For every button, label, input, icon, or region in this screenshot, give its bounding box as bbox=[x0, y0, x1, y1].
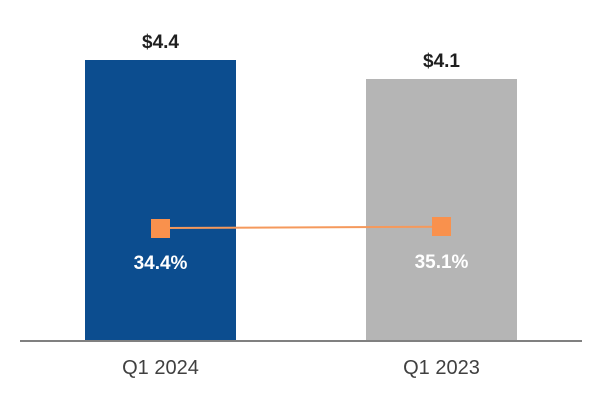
bar-q1-2024 bbox=[85, 60, 236, 340]
x-axis-line bbox=[20, 340, 582, 342]
line-value-label-q1-2023: 35.1% bbox=[414, 251, 469, 273]
line-marker-q1-2023 bbox=[432, 217, 451, 237]
line-marker-q1-2024 bbox=[151, 218, 170, 238]
bar-q1-2023 bbox=[366, 79, 517, 340]
category-label-q1-2023: Q1 2023 bbox=[403, 357, 480, 379]
bar-value-label-q1-2023: $4.1 bbox=[423, 51, 460, 72]
bar-value-label-q1-2024: $4.4 bbox=[142, 32, 179, 53]
line-value-label-q1-2024: 34.4% bbox=[133, 253, 188, 275]
category-label-q1-2024: Q1 2024 bbox=[122, 357, 199, 379]
